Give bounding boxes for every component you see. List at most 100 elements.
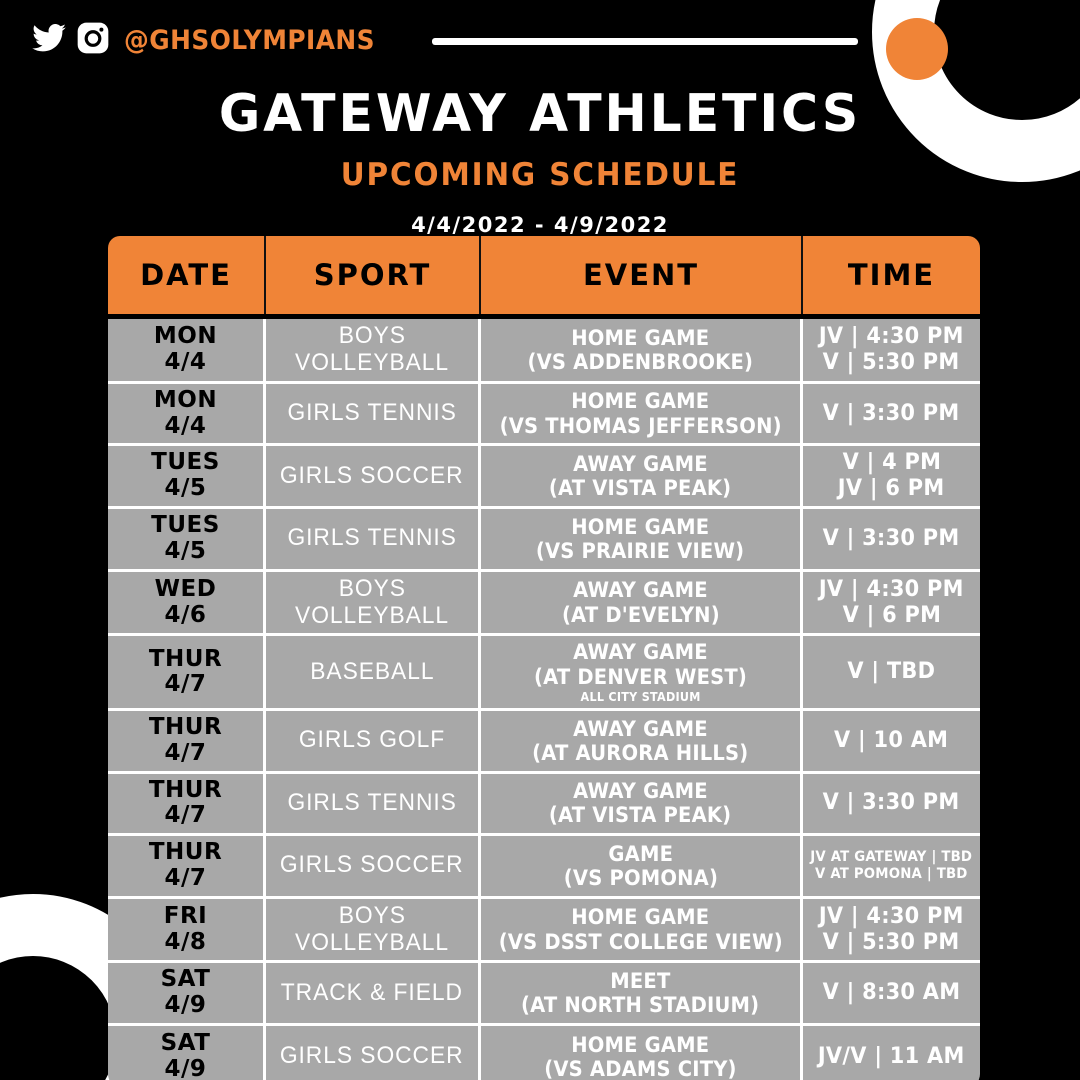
event-opponent: (AT NORTH STADIUM) — [521, 993, 760, 1018]
cell-time: V | TBD — [803, 636, 980, 708]
time-line1: V | 3:30 PM — [823, 525, 960, 551]
date-number: 4/9 — [164, 992, 207, 1019]
event-type: AWAY GAME — [573, 578, 708, 603]
cell-sport: BOYS VOLLEYBALL — [266, 319, 481, 381]
time-line1: V | 4 PM — [842, 450, 941, 476]
date-weekday: SAT — [160, 1030, 211, 1057]
event-type: GAME — [608, 841, 673, 866]
cell-time: JV/V | 11 AM — [803, 1026, 980, 1080]
event-type: HOME GAME — [571, 514, 710, 539]
event-opponent: (VS ADAMS CITY) — [544, 1056, 737, 1080]
sport-name-line1: BASEBALL — [309, 657, 435, 685]
cell-date: MON 4/4 — [108, 319, 266, 381]
event-type: HOME GAME — [571, 905, 710, 930]
cell-time: JV | 4:30 PM V | 5:30 PM — [803, 899, 980, 961]
date-weekday: THUR — [148, 714, 223, 741]
time-line1: JV | 4:30 PM — [819, 576, 964, 602]
sport-name-line1: GIRLS TENNIS — [287, 788, 457, 816]
sport-name-line1: GIRLS TENNIS — [287, 399, 457, 427]
column-header-time: TIME — [847, 258, 936, 292]
cell-date: THUR 4/7 — [108, 836, 266, 896]
column-header-date: DATE — [108, 236, 266, 314]
cell-event: MEET (AT NORTH STADIUM) — [481, 963, 803, 1023]
sport-name-line1: GIRLS TENNIS — [287, 524, 457, 552]
cell-sport: GIRLS TENNIS — [266, 773, 481, 834]
sport-name-line1: GIRLS GOLF — [298, 726, 446, 754]
time-line2: V | 5:30 PM — [823, 349, 960, 375]
cell-date: THUR 4/7 — [108, 773, 266, 834]
time-line1: JV/V | 11 AM — [818, 1043, 965, 1069]
table-row: TUES 4/5 GIRLS SOCCER AWAY GAME (AT VISTA PE… — [108, 446, 980, 510]
cell-date: THUR 4/7 — [108, 636, 266, 709]
event-type: MEET — [610, 968, 671, 993]
event-opponent: (VS POMONA) — [563, 865, 718, 890]
table-row: TUES 4/5 GIRLS TENNIS HOME GAME (VS PRAIRIE … — [108, 509, 980, 572]
date-number: 4/4 — [164, 348, 207, 375]
top-bar: @GHSOLYMPIANS — [0, 0, 1080, 92]
date-number: 4/7 — [164, 802, 207, 829]
cell-sport: GIRLS SOCCER — [266, 1025, 481, 1080]
cell-sport: BOYS VOLLEYBALL — [266, 898, 481, 961]
cell-event: AWAY GAME (AT DENVER WEST) ALL CITY STADIU… — [481, 636, 803, 709]
cell-sport: GIRLS GOLF — [266, 711, 481, 771]
sport-name-line1: BOYS — [338, 322, 406, 349]
date-number: 4/8 — [164, 928, 207, 955]
twitter-icon[interactable] — [32, 23, 66, 57]
time-line1: JV AT GATEWAY | TBD — [810, 849, 973, 866]
time-line1: V | 10 AM — [834, 727, 949, 753]
schedule-table: DATE SPORT EVENT TIME MON 4/4 BOYS VOLLEYBA… — [108, 236, 980, 1080]
date-weekday: THUR — [148, 776, 223, 803]
cell-event: HOME GAME (VS ADAMS CITY) — [481, 1025, 803, 1080]
time-line2: V | 5:30 PM — [823, 929, 960, 955]
event-opponent: (VS THOMAS JEFFERSON) — [499, 413, 782, 438]
date-number: 4/7 — [164, 864, 207, 891]
column-header-event: EVENT — [481, 236, 803, 314]
time-line1: JV | 4:30 PM — [819, 903, 964, 929]
event-type: AWAY GAME — [573, 716, 708, 741]
time-line2: JV | 6 PM — [838, 476, 945, 502]
date-number: 4/7 — [164, 739, 207, 766]
table-row: SAT 4/9 TRACK & FIELD MEET (AT NORTH STADIUM… — [108, 963, 980, 1026]
sport-name-line2: VOLLEYBALL — [294, 928, 449, 956]
event-type: AWAY GAME — [573, 640, 708, 665]
cell-event: AWAY GAME (AT VISTA PEAK) — [481, 773, 803, 834]
cell-time: JV | 4:30 PM V | 6 PM — [803, 572, 980, 634]
date-number: 4/5 — [164, 475, 207, 502]
event-opponent: (AT VISTA PEAK) — [549, 803, 732, 828]
cell-event: AWAY GAME (AT D'EVELYN) — [481, 571, 803, 634]
date-number: 4/4 — [164, 412, 207, 439]
sport-name-line1: GIRLS SOCCER — [280, 461, 464, 489]
event-type: HOME GAME — [571, 325, 710, 350]
cell-time: V | 3:30 PM — [803, 774, 980, 834]
date-weekday: SAT — [160, 966, 211, 993]
date-number: 4/7 — [164, 671, 207, 698]
cell-date: SAT 4/9 — [108, 963, 266, 1023]
time-line2: V | 6 PM — [842, 602, 941, 628]
instagram-icon[interactable] — [77, 22, 109, 59]
date-weekday: MON — [153, 386, 218, 413]
table-row: THUR 4/7 GIRLS GOLF AWAY GAME (AT AURORA HIL… — [108, 711, 980, 774]
cell-event: GAME (VS POMONA) — [481, 836, 803, 896]
cell-time: V | 10 AM — [803, 711, 980, 771]
event-opponent: (AT DENVER WEST) — [533, 664, 747, 689]
cell-sport: GIRLS SOCCER — [266, 446, 481, 507]
cell-sport: GIRLS TENNIS — [266, 383, 481, 444]
date-weekday: THUR — [148, 645, 223, 672]
sport-name-line2: VOLLEYBALL — [294, 348, 449, 376]
table-row: THUR 4/7 GIRLS SOCCER GAME (VS POMONA) JV AT … — [108, 836, 980, 899]
title-block: GATEWAY ATHLETICS UPCOMING SCHEDULE 4/4/… — [0, 88, 1080, 237]
table-body: MON 4/4 BOYS VOLLEYBALL HOME GAME (VS ADDENBR… — [108, 319, 980, 1080]
table-row: FRI 4/8 BOYS VOLLEYBALL HOME GAME (VS DSST CO… — [108, 898, 980, 964]
cell-event: HOME GAME (VS THOMAS JEFFERSON) — [481, 383, 803, 444]
sport-name-line1: BOYS — [338, 574, 406, 602]
event-opponent: (VS PRAIRIE VIEW) — [536, 538, 745, 563]
cell-date: MON 4/4 — [108, 383, 266, 444]
cell-event: HOME GAME (VS PRAIRIE VIEW) — [481, 509, 803, 569]
event-type: AWAY GAME — [573, 779, 708, 804]
page-subtitle: UPCOMING SCHEDULE — [340, 157, 740, 193]
social-handle-text: @GHSOLYMPIANS — [124, 25, 376, 56]
cell-sport: TRACK & FIELD — [266, 963, 481, 1023]
cell-date: THUR 4/7 — [108, 711, 266, 771]
cell-sport: GIRLS TENNIS — [266, 509, 481, 569]
